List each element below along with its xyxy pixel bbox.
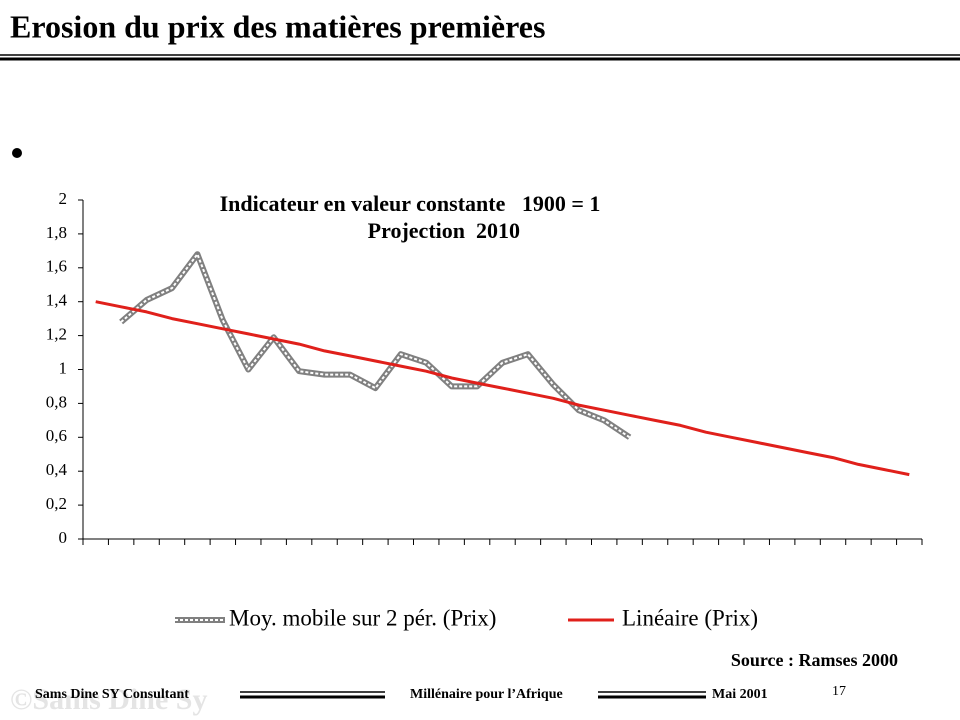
y-tick-label: 0,8	[46, 392, 67, 411]
watermark: ©Sams Dine Sy	[10, 683, 207, 716]
legend-label: Moy. mobile sur 2 pér. (Prix)	[229, 605, 496, 630]
chart-title: Indicateur en valeur constante 1900 = 1	[220, 191, 601, 216]
y-tick-label: 1,8	[46, 223, 67, 242]
y-tick-label: 2	[59, 189, 68, 208]
legend-label: Linéaire (Prix)	[622, 605, 758, 630]
bullet	[12, 148, 22, 158]
footer-author: Sams Dine SY Consultant	[35, 687, 189, 702]
y-tick-label: 1,6	[46, 257, 67, 276]
source: Source : Ramses 2000	[731, 650, 898, 670]
page-number: 17	[832, 684, 846, 699]
footer-date: Mai 2001	[712, 687, 768, 702]
series-line	[119, 251, 632, 440]
y-tick-label: 0,2	[46, 494, 67, 513]
slide-title: Erosion du prix des matières premières	[10, 8, 545, 44]
y-tick-label: 1	[59, 358, 68, 377]
y-tick-label: 0,6	[46, 426, 67, 445]
chart-subtitle: Projection 2010	[368, 218, 520, 243]
series-line	[95, 300, 910, 477]
y-tick-label: 1,4	[46, 291, 68, 310]
y-tick-label: 1,2	[46, 325, 67, 344]
footer-center: Millénaire pour l’Afrique	[410, 687, 563, 702]
y-tick-label: 0	[59, 528, 68, 547]
y-tick-label: 0,4	[46, 460, 68, 479]
series-line-inner	[120, 253, 631, 439]
